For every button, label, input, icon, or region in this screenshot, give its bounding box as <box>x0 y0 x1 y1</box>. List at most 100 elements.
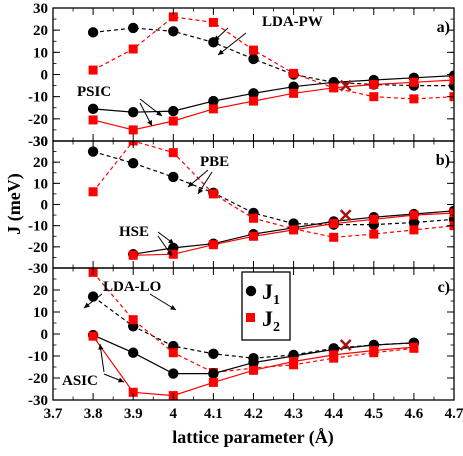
panel-tag: b) <box>436 152 450 169</box>
data-point-j2 <box>369 229 379 239</box>
data-point-j2 <box>329 219 339 229</box>
method-label-hse: HSE <box>119 224 149 240</box>
y-tick-label: 30 <box>33 1 48 17</box>
data-point-j1 <box>168 368 179 379</box>
data-point-j2 <box>329 83 339 93</box>
data-point-j2 <box>208 377 218 387</box>
y-tick-label: -10 <box>28 219 48 235</box>
data-point-j1 <box>248 53 259 65</box>
data-point-j2 <box>249 231 258 241</box>
label-arrow <box>217 32 247 56</box>
method-label-lda-lo: LDA-LO <box>103 279 161 295</box>
data-point-j1 <box>208 368 219 379</box>
y-tick-label: 0 <box>41 327 49 343</box>
data-point-j2 <box>208 189 218 199</box>
label-arrowhead <box>168 238 174 244</box>
x-tick-label: 4.3 <box>284 406 303 422</box>
data-point-j1 <box>408 217 420 228</box>
data-point-j1 <box>128 106 139 118</box>
data-point-j1 <box>248 357 259 368</box>
panel-3-plot <box>87 268 420 400</box>
label-arrowhead <box>198 188 204 194</box>
y-tick-label: 0 <box>41 198 49 214</box>
y-tick-label: -20 <box>28 371 48 387</box>
label-arrowhead <box>218 49 224 55</box>
data-point-j2 <box>449 208 454 218</box>
panel-2-plot <box>87 141 454 260</box>
data-point-j2 <box>329 350 339 360</box>
label-arrowhead <box>98 344 104 350</box>
x-tick-label: 4.5 <box>364 406 383 422</box>
y-tick-label: 10 <box>33 45 48 61</box>
data-point-j1 <box>87 27 99 38</box>
data-point-j2 <box>168 12 178 22</box>
x-tick-label: 4.6 <box>405 406 424 422</box>
y-tick-label: 10 <box>33 176 48 192</box>
data-point-j2 <box>249 365 258 375</box>
data-point-j1 <box>208 95 219 107</box>
cross-marker <box>339 209 352 221</box>
y-tick-label: -30 <box>28 134 48 150</box>
panel-tag: c) <box>438 279 450 296</box>
data-point-j2 <box>249 45 258 55</box>
y-tick-label: 0 <box>41 68 49 84</box>
label-arrowhead <box>166 250 172 256</box>
data-point-j1 <box>128 347 139 358</box>
series-line-pbe-j1 <box>92 151 454 226</box>
series-line-lda-pw-j1 <box>93 27 454 87</box>
data-point-j2 <box>329 232 339 242</box>
data-point-j2 <box>249 96 258 106</box>
y-axis-label: J (meV) <box>4 173 25 234</box>
data-point-j2 <box>168 348 178 358</box>
y-tick-label: -10 <box>28 90 48 106</box>
y-tick-label: 20 <box>33 23 48 39</box>
panel-1-frame <box>52 7 455 142</box>
legend-box <box>241 271 291 341</box>
data-point-j2 <box>369 79 379 89</box>
data-point-j2 <box>128 125 138 135</box>
x-axis-label: lattice parameter (Å) <box>172 427 334 448</box>
label-arrowhead <box>170 304 176 310</box>
y-tick-label: -30 <box>28 261 48 277</box>
series-line-psic-j2 <box>92 79 454 131</box>
panel-1-plot <box>87 12 454 135</box>
x-tick-label: 4.2 <box>244 406 263 422</box>
x-tick-label: 4 <box>170 406 178 422</box>
data-point-j2 <box>449 75 454 85</box>
data-point-j2 <box>289 88 299 98</box>
data-point-j2 <box>409 210 419 220</box>
label-arrowhead <box>214 35 220 41</box>
data-point-j2 <box>128 387 138 397</box>
data-point-j1 <box>87 291 99 302</box>
label-arrowhead <box>188 181 194 187</box>
y-tick-label: 10 <box>33 305 48 321</box>
series-line-pbe-j2 <box>92 141 454 238</box>
data-point-j1 <box>168 26 179 37</box>
data-point-j1 <box>87 146 99 157</box>
label-arrowhead <box>84 302 90 308</box>
data-point-j2 <box>88 187 98 197</box>
series-line-psic-j1 <box>93 75 454 113</box>
data-point-j2 <box>409 342 419 352</box>
data-point-j2 <box>369 214 379 224</box>
legend: J1 J2 <box>241 271 291 341</box>
data-point-j2 <box>369 346 379 355</box>
x-tick-label: 4.4 <box>324 406 343 422</box>
series-line-lda-pw-j2 <box>92 16 454 100</box>
data-point-j2 <box>88 65 98 75</box>
data-point-j2 <box>289 68 299 78</box>
y-tick-label: -20 <box>28 112 48 128</box>
data-point-j2 <box>168 116 178 126</box>
x-tick-label: 4.1 <box>204 406 223 422</box>
data-point-j1 <box>208 348 219 359</box>
x-tick-label: 4.7 <box>445 406 463 422</box>
data-point-j1 <box>248 88 259 99</box>
x-tick-label: 3.9 <box>124 406 143 422</box>
data-point-j2 <box>409 94 419 104</box>
cross-marker <box>339 79 352 92</box>
data-point-j1 <box>168 105 179 117</box>
y-tick-label: 20 <box>33 155 48 171</box>
data-point-j2 <box>409 225 419 235</box>
data-point-j2 <box>128 250 138 260</box>
